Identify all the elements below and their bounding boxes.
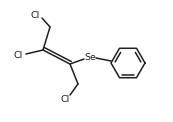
Text: Cl: Cl	[30, 10, 40, 20]
Text: Se: Se	[84, 52, 96, 61]
Text: Cl: Cl	[60, 96, 70, 105]
Text: Cl: Cl	[13, 51, 23, 60]
